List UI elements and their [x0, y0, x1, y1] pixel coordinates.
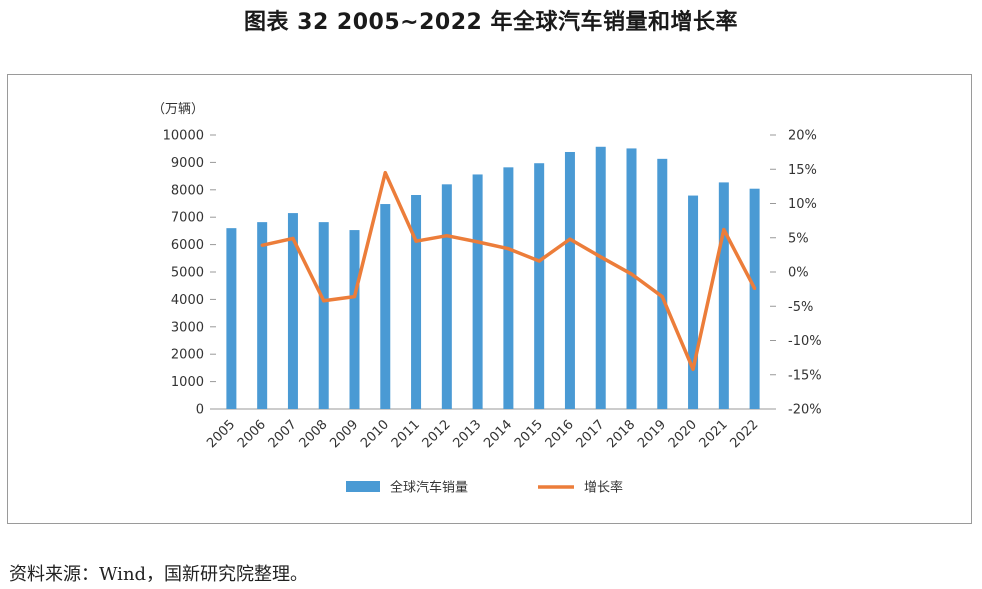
left-axis-tick-label: 1000 [171, 375, 204, 390]
x-axis-tick-label: 2018 [604, 417, 638, 451]
bar-2007 [287, 213, 298, 409]
growth-point-2013 [476, 240, 480, 244]
right-axis-tick-label: -15% [788, 368, 822, 383]
right-axis-tick-label: 5% [788, 231, 809, 246]
bar-2011 [411, 195, 422, 409]
bars-group [226, 146, 760, 410]
x-axis-tick-label: 2009 [327, 417, 361, 451]
left-axis-tick-label: 3000 [171, 320, 204, 335]
x-axis-tick-label: 2021 [697, 417, 731, 451]
x-axis-tick-label: 2017 [574, 417, 608, 451]
left-axis-tick-label: 9000 [171, 156, 204, 171]
bar-2006 [257, 222, 268, 409]
bar-2005 [226, 228, 237, 409]
x-axis-tick-label: 2022 [727, 417, 761, 451]
growth-point-2011 [414, 239, 418, 243]
growth-point-2021 [722, 227, 726, 232]
bar-2021 [718, 182, 729, 409]
x-axis-tick-label: 2019 [635, 417, 669, 451]
left-axis-unit-label: （万辆） [152, 102, 204, 117]
growth-point-2012 [445, 234, 449, 238]
x-axis-tick-label: 2013 [450, 417, 484, 451]
right-axis-tick-label: 15% [788, 163, 817, 178]
legend-label-growth: 增长率 [584, 480, 623, 496]
left-axis-tick-label: 8000 [171, 183, 204, 198]
bar-2017 [595, 146, 606, 410]
growth-point-2017 [599, 255, 603, 259]
x-axis-tick-label: 2006 [235, 417, 269, 451]
growth-point-2007 [291, 236, 295, 241]
growth-point-2015 [537, 259, 541, 263]
growth-point-2018 [629, 272, 634, 276]
bar-2020 [688, 195, 699, 409]
figure-title: 图表 32 2005~2022 年全球汽车销量和增长率 [244, 10, 738, 35]
growth-point-2022 [753, 286, 757, 291]
left-axis-tick-label: 0 [196, 403, 204, 418]
bar-2022 [749, 188, 760, 409]
right-axis-tick-label: -10% [788, 334, 822, 349]
bar-2008 [318, 222, 329, 409]
x-axis-tick-label: 2016 [543, 417, 577, 451]
right-axis-tick-label: 20% [788, 129, 817, 144]
right-axis-tick-label: 0% [788, 266, 809, 281]
bar-2009 [349, 230, 360, 409]
growth-point-2020 [691, 367, 695, 371]
source-note: 资料来源：Wind，国新研究院整理。 [9, 564, 309, 585]
chart-canvas: 0 1000 2000 3000 4000 5000 6000 7000 8000 9000 100… [152, 102, 822, 496]
legend-label-sales: 全球汽车销量 [390, 480, 468, 496]
left-axis-tick-label: 2000 [171, 348, 204, 363]
bar-2016 [564, 151, 575, 409]
left-axis-tick-label: 5000 [171, 266, 204, 281]
bar-2015 [534, 163, 545, 409]
chart-frame: 0 1000 2000 3000 4000 5000 6000 7000 8000 9000 100… [7, 74, 972, 524]
x-axis-tick-label: 2015 [512, 417, 546, 451]
left-axis-tick-label: 6000 [171, 238, 204, 253]
x-axis-tick-label: 2008 [297, 417, 331, 451]
x-axis-tick-label: 2012 [420, 417, 454, 451]
bar-2010 [380, 204, 391, 409]
right-axis-tick-label: -5% [788, 300, 813, 315]
right-axis-tick-label: -20% [788, 403, 822, 418]
bar-2012 [441, 184, 452, 409]
x-axis-tick-label: 2005 [204, 417, 238, 451]
x-axis-tick-label: 2020 [666, 417, 700, 451]
x-axis-tick-label: 2011 [389, 417, 423, 451]
line-group [260, 170, 757, 372]
legend-swatch-sales [346, 481, 380, 492]
growth-point-2006 [260, 243, 264, 247]
left-axis-tick-label: 4000 [171, 293, 204, 308]
growth-point-2016 [568, 237, 572, 241]
bar-2019 [657, 158, 668, 409]
legend-group: 全球汽车销量 增长率 [346, 480, 623, 496]
bar-2013 [472, 174, 483, 409]
left-axis-tick-label: 7000 [171, 211, 204, 226]
x-axis-tick-label: 2014 [481, 417, 515, 451]
left-axis-tick-label: 10000 [163, 129, 204, 144]
growth-point-2019 [660, 295, 664, 299]
right-axis-tick-label: 10% [788, 197, 817, 212]
growth-point-2008 [322, 299, 326, 303]
x-axis-tick-label: 2007 [266, 417, 300, 451]
growth-point-2010 [383, 171, 387, 175]
bar-2018 [626, 148, 637, 409]
x-axis-tick-label: 2010 [358, 417, 392, 451]
bar-2014 [503, 167, 514, 409]
growth-point-2009 [352, 295, 357, 299]
growth-point-2014 [506, 247, 510, 251]
